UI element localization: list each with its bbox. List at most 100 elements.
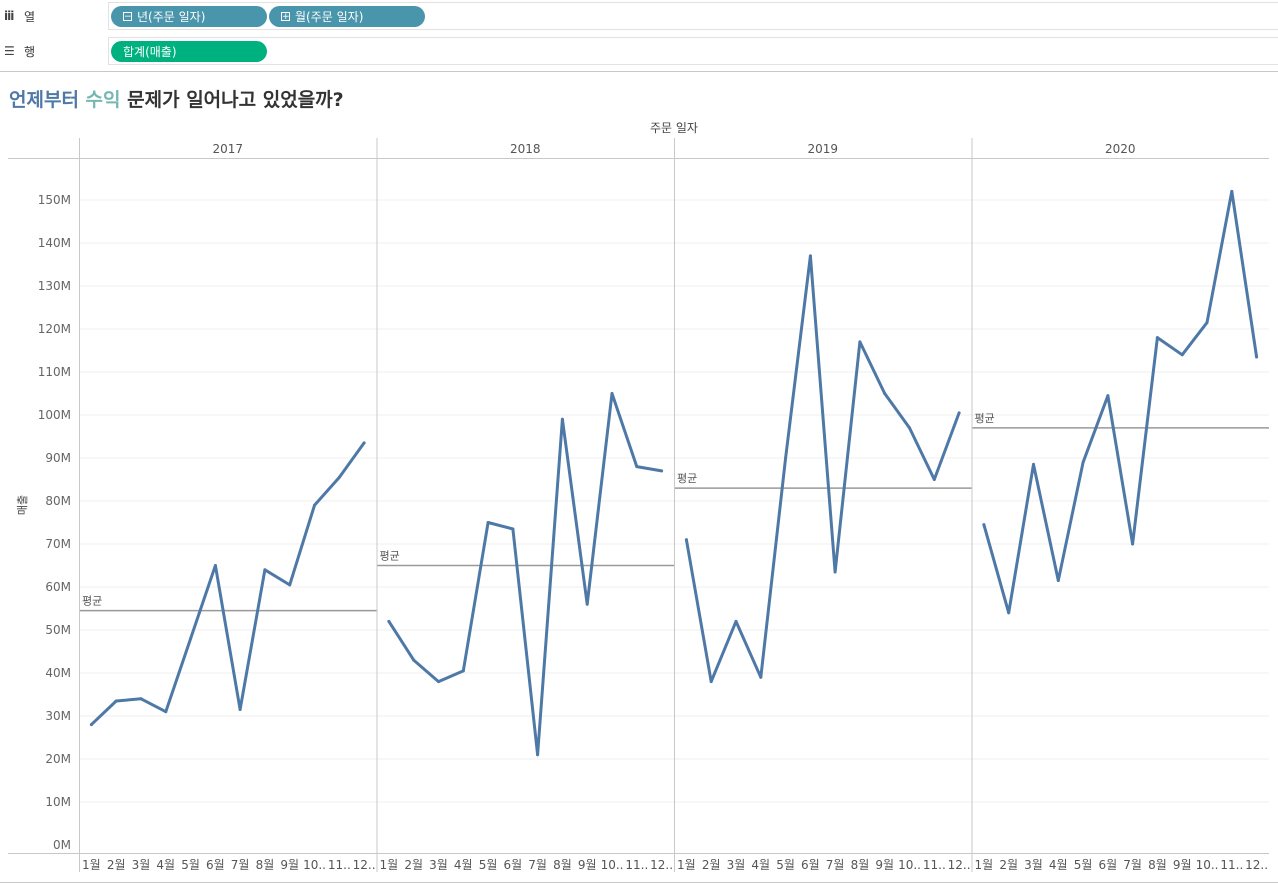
pill-year-label: 년(주문 일자) (137, 10, 206, 24)
y-tick-label: 70M (45, 537, 71, 551)
x-tick-label: 3월 (132, 858, 151, 872)
title-part-2: 수익 (85, 89, 121, 111)
y-axis-label: 매출 (16, 495, 29, 515)
y-tick-label: 130M (38, 279, 71, 293)
expand-icon[interactable]: + (281, 12, 290, 22)
x-tick-label: 2월 (404, 858, 423, 872)
x-tick-label: 9월 (280, 858, 299, 872)
data-point-2017-5 (189, 637, 193, 641)
data-point-2019-5 (784, 456, 788, 460)
x-tick-label: 10.. (601, 858, 624, 872)
x-tick-label: 6월 (206, 858, 225, 872)
data-point-2019-10 (908, 426, 911, 430)
data-point-2019-1 (684, 538, 688, 542)
data-point-2020-6 (1106, 394, 1110, 398)
x-tick-label: 9월 (875, 858, 894, 872)
year-header-2018: 2018 (510, 142, 541, 156)
x-tick-label: 1월 (380, 858, 399, 872)
data-point-2020-9 (1180, 353, 1184, 357)
data-point-2019-4 (759, 675, 763, 679)
x-tick-label: 11.. (923, 858, 946, 872)
x-tick-label: 8월 (1148, 858, 1167, 872)
y-tick-label: 10M (45, 795, 71, 809)
x-tick-label: 2월 (999, 858, 1018, 872)
data-point-2017-2 (114, 699, 118, 703)
rows-label-text: 행 (24, 44, 36, 59)
x-tick-label: 3월 (727, 858, 746, 872)
data-point-2017-7 (238, 708, 242, 711)
x-tick-label: 4월 (156, 858, 175, 872)
y-tick-label: 60M (45, 580, 71, 594)
x-tick-label: 11.. (1220, 858, 1243, 872)
shelf-area: iii 열 − 년(주문 일자) + 월(주문 일자) ☰ 행 합계(매출) (0, 0, 1278, 72)
collapse-icon[interactable]: − (123, 12, 132, 22)
data-point-2018-11 (635, 465, 639, 469)
year-header-2017: 2017 (212, 142, 243, 156)
data-point-2017-8 (263, 568, 267, 572)
data-point-2020-7 (1131, 542, 1135, 546)
rows-shelf-label: ☰ 행 (0, 37, 108, 65)
data-point-2018-2 (412, 658, 416, 662)
data-point-2020-12 (1255, 355, 1259, 359)
data-point-2020-11 (1230, 189, 1234, 193)
pill-sum-sales-label: 합계(매출) (123, 45, 177, 59)
x-tick-label: 7월 (826, 858, 845, 872)
columns-label-text: 열 (24, 9, 36, 24)
data-point-2019-7 (833, 570, 837, 574)
data-point-2018-6 (511, 527, 515, 531)
x-tick-label: 2월 (107, 858, 126, 872)
shelf-divider (0, 71, 1278, 72)
year-header-2019: 2019 (807, 142, 838, 156)
rows-shelf: ☰ 행 합계(매출) (0, 37, 1278, 65)
data-point-2020-2 (1007, 611, 1011, 615)
sales-line-2017 (89, 441, 366, 727)
x-tick-label: 7월 (528, 858, 547, 872)
data-point-2020-4 (1056, 579, 1060, 582)
data-point-2020-10 (1205, 321, 1209, 325)
x-tick-label: 1월 (677, 858, 696, 872)
data-point-2019-8 (858, 340, 862, 344)
x-tick-label: 1월 (82, 858, 101, 872)
data-point-2019-11 (932, 478, 936, 481)
pill-year-order-date[interactable]: − 년(주문 일자) (111, 6, 267, 27)
columns-icon: iii (4, 9, 14, 23)
columns-drop-zone[interactable]: − 년(주문 일자) + 월(주문 일자) (108, 2, 1278, 30)
x-tick-label: 7월 (1123, 858, 1142, 872)
rows-drop-zone[interactable]: 합계(매출) (108, 37, 1278, 65)
x-tick-label: 5월 (479, 858, 498, 872)
y-tick-label: 50M (45, 623, 71, 637)
x-tick-label: 10.. (898, 858, 921, 872)
data-point-2018-7 (536, 753, 540, 757)
x-tick-label: 8월 (256, 858, 275, 872)
year-header-2020: 2020 (1105, 142, 1136, 156)
x-tick-label: 5월 (776, 858, 795, 872)
data-point-2017-12 (362, 441, 366, 445)
data-point-2017-3 (139, 697, 143, 701)
data-point-2018-12 (660, 469, 664, 473)
data-point-2017-1 (89, 723, 93, 727)
data-point-2020-5 (1081, 460, 1085, 464)
x-tick-label: 10.. (303, 858, 326, 872)
pill-month-order-date[interactable]: + 월(주문 일자) (269, 6, 425, 27)
pill-sum-sales[interactable]: 합계(매출) (111, 41, 267, 62)
header-order-date: 주문 일자 (650, 121, 698, 135)
y-tick-label: 100M (38, 408, 71, 422)
data-point-2020-8 (1155, 336, 1159, 340)
data-point-2020-1 (982, 523, 986, 527)
y-tick-label: 0M (53, 838, 71, 852)
data-point-2020-3 (1032, 462, 1035, 466)
x-tick-label: 12.. (948, 858, 971, 872)
y-tick-label: 110M (38, 365, 71, 379)
x-tick-label: 12.. (650, 858, 673, 872)
data-point-2018-8 (560, 417, 564, 421)
sales-line-2018 (387, 392, 664, 757)
y-tick-label: 80M (45, 494, 71, 508)
x-tick-label: 12.. (1245, 858, 1268, 872)
y-tick-label: 40M (45, 666, 71, 680)
y-tick-label: 120M (38, 322, 71, 336)
x-tick-label: 4월 (751, 858, 770, 872)
columns-shelf-label: iii 열 (0, 2, 108, 30)
data-point-2019-9 (883, 392, 887, 395)
title-part-1: 언제부터 (9, 89, 79, 111)
